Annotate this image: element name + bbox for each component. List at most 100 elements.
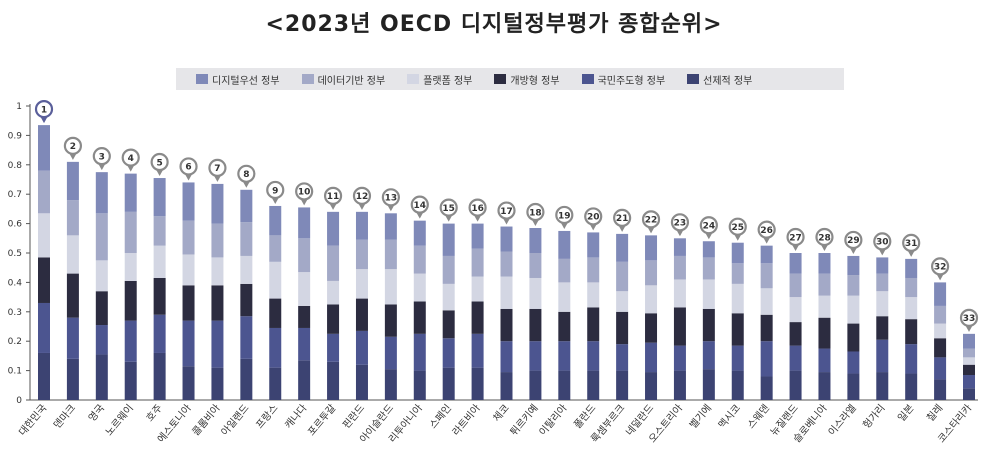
bar-segment (847, 323, 860, 352)
category-label: 콜롬비아 (190, 402, 223, 438)
chart-legend: 디지털우선 정부 데이터기반 정부 플랫폼 정부 개방형 정부 국민주도형 정부 선제적 … (176, 68, 844, 90)
bar-segment (95, 354, 108, 400)
rank-pin (121, 148, 140, 167)
bar-segment (789, 253, 802, 274)
bar-segment (384, 369, 397, 400)
rank-pin (179, 157, 198, 176)
bar-segment (471, 223, 484, 249)
legend-item: 디지털우선 정부 (196, 72, 280, 87)
bar-segment (413, 333, 426, 371)
rank-pin (92, 147, 111, 166)
rank-pin (150, 152, 169, 172)
bar-segment (702, 279, 715, 309)
bar-segment (847, 373, 860, 400)
chart-title: <2023년 OECD 디지털정부평가 종합순위> (265, 12, 723, 37)
bar-segment (38, 352, 50, 400)
rank-label: 26 (760, 226, 773, 236)
bar-segment (876, 339, 889, 373)
rank-label: 24 (703, 222, 716, 232)
rank-pin (670, 213, 690, 232)
bar-segment (442, 338, 455, 368)
rank-pin (815, 227, 834, 247)
category-label: 호주 (144, 402, 165, 424)
bar-segment (66, 358, 79, 400)
y-tick-label: 0.2 (8, 337, 22, 347)
bar-segment (500, 372, 513, 400)
bar-segment (500, 341, 513, 373)
rank-pin (584, 207, 603, 226)
rank-label: 20 (587, 213, 600, 223)
legend-item: 선제적 정부 (687, 72, 752, 87)
rank-label: 13 (385, 194, 398, 204)
legend-swatch (687, 74, 700, 84)
rank-pin (641, 210, 661, 229)
rank-label: 30 (876, 238, 889, 248)
legend-swatch (494, 74, 507, 84)
bar-segment (934, 357, 947, 380)
bar-segment (558, 282, 571, 312)
bar-segment (616, 233, 629, 262)
category-label: 일본 (895, 402, 916, 424)
bar-segment (616, 311, 629, 345)
bar-segment (38, 170, 50, 214)
bar-segment (211, 320, 224, 368)
legend-label: 개방형 정부 (510, 75, 560, 87)
bar-segment (963, 364, 975, 376)
rank-label: 4 (128, 154, 134, 164)
bar-segment (818, 273, 831, 296)
bar-segment (153, 277, 166, 315)
rank-label: 32 (934, 263, 947, 273)
bar-segment (934, 305, 947, 324)
rank-label: 6 (185, 163, 191, 173)
bar-segment (731, 370, 744, 400)
bar-segment (905, 373, 918, 400)
y-tick-label: 0.4 (8, 278, 23, 288)
bar-segment (95, 325, 108, 355)
rank-label: 31 (905, 239, 918, 249)
bar-segment (211, 183, 224, 224)
bar-segment (38, 125, 50, 171)
category-label: 노르웨이 (103, 402, 136, 438)
legend-item: 국민주도형 정부 (581, 72, 665, 87)
bar-segment (355, 330, 368, 365)
bar-segment (182, 182, 195, 221)
bar-segment (876, 372, 889, 400)
bar-segment (95, 260, 108, 292)
bar-segment (95, 213, 108, 261)
bar-segment (211, 367, 224, 400)
rank-pin (526, 202, 545, 222)
rank-label: 33 (963, 314, 976, 324)
rank-label: 3 (99, 152, 105, 162)
bar-segment (905, 258, 918, 278)
rank-pin (323, 186, 343, 205)
bar-segment (760, 341, 773, 377)
legend-swatch (196, 74, 208, 84)
bar-segment (124, 361, 137, 400)
y-tick-label: 0.5 (8, 249, 22, 259)
category-label: 체코 (491, 402, 512, 424)
rank-label: 28 (818, 233, 831, 243)
bar-segment (876, 257, 889, 274)
rank-label: 22 (645, 216, 658, 226)
bar-segment (182, 220, 195, 255)
bar-segment (587, 257, 600, 283)
bar-segment (529, 308, 542, 342)
rank-pin (208, 158, 227, 178)
bar-segment (529, 253, 542, 278)
bar-segment (38, 302, 50, 353)
category-label: 이스라엘 (825, 402, 859, 439)
bar-segment (327, 245, 340, 281)
bar-segment (760, 288, 773, 315)
bar-segment (153, 178, 166, 217)
bar-segment (240, 189, 253, 223)
rank-pin (555, 205, 574, 225)
bar-segment (847, 295, 860, 324)
legend-label: 디지털우선 정부 (212, 75, 280, 87)
bar-segment (934, 323, 947, 339)
bar-segment (153, 352, 166, 400)
bar-segment (240, 222, 253, 256)
bar-segment (240, 283, 253, 317)
bar-segment (442, 367, 455, 400)
rank-pin (410, 195, 429, 214)
bar-segment (645, 342, 658, 373)
